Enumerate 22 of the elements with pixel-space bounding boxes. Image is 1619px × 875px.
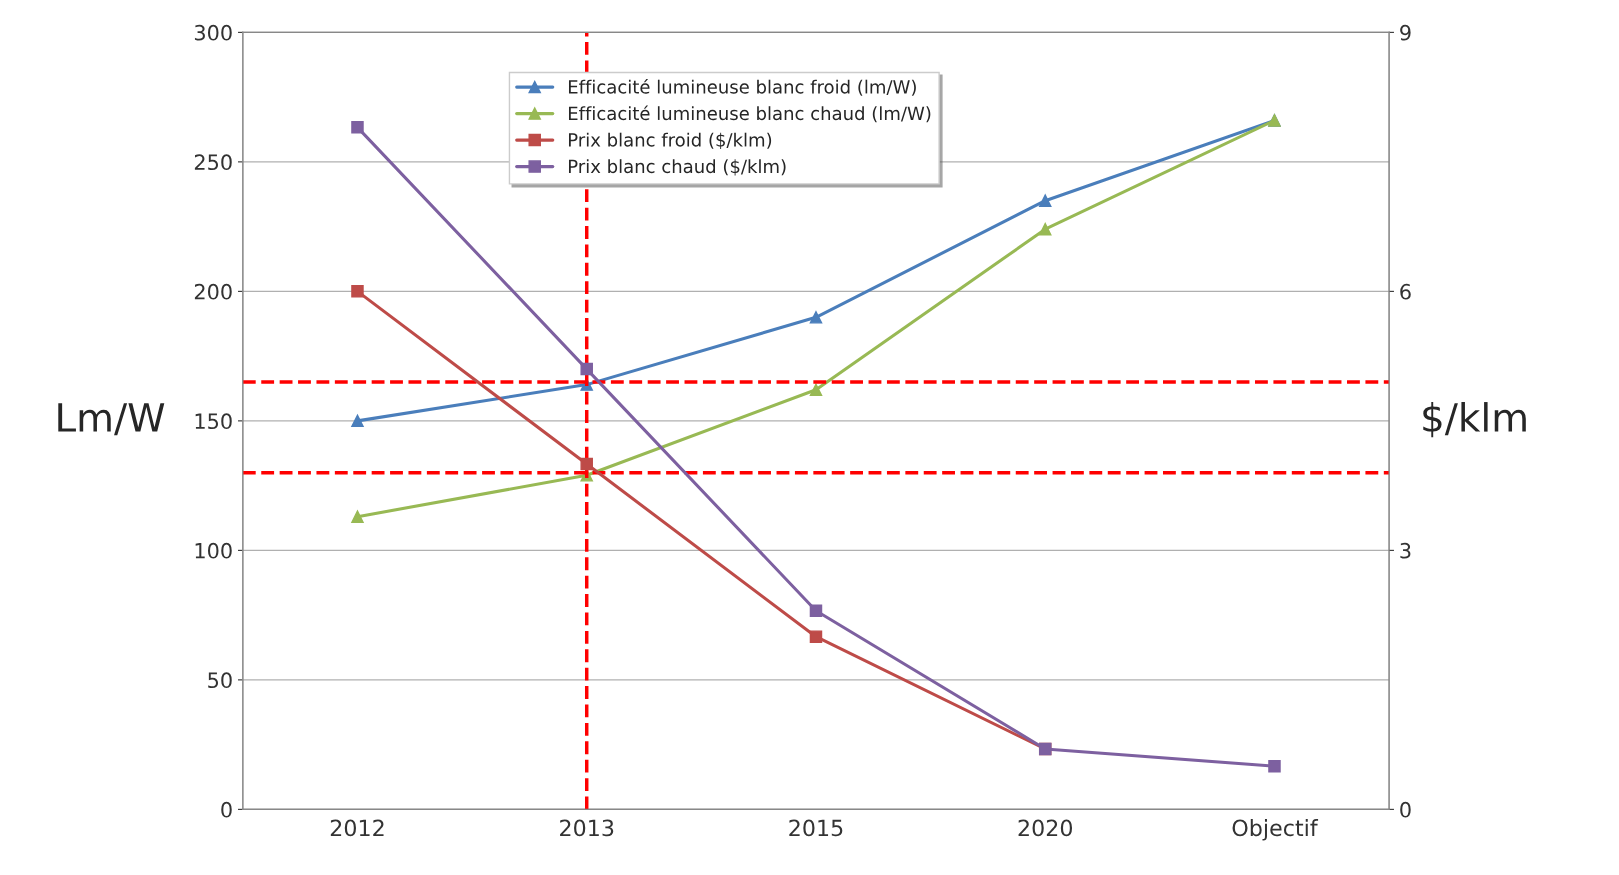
x-tick-label: 2020 (1018, 819, 1073, 837)
legend-label: Efficacité lumineuse blanc froid (lm/W) (568, 78, 916, 96)
y-tick-label: 100 (195, 542, 232, 559)
y-tick-label: 150 (195, 413, 232, 430)
x-tick-label: 2012 (330, 819, 384, 837)
y-tick-label: 0 (221, 801, 232, 818)
y2-axis-title: $/klm (1423, 402, 1526, 438)
y-tick-label: 300 (194, 24, 232, 41)
y2-tick-label: 9 (1400, 24, 1411, 41)
y2-tick-label: 0 (1400, 801, 1411, 818)
x-tick-label: 2015 (789, 819, 843, 837)
legend-label: Efficacité lumineuse blanc chaud (lm/W) (568, 105, 931, 123)
x-tick-label: Objectif (1232, 819, 1319, 841)
legend-label: Prix blanc chaud ($/klm) (568, 159, 786, 176)
y2-tick-label: 6 (1400, 283, 1411, 300)
y2-tick-label: 3 (1400, 542, 1411, 559)
y-tick-label: 50 (208, 672, 232, 689)
legend-label: Prix blanc froid ($/klm) (568, 132, 772, 150)
y-axis-title: Lm/W (58, 403, 165, 436)
y-tick-label: 200 (194, 283, 232, 300)
x-tick-label: 2013 (560, 819, 614, 837)
y-tick-label: 250 (194, 154, 232, 171)
